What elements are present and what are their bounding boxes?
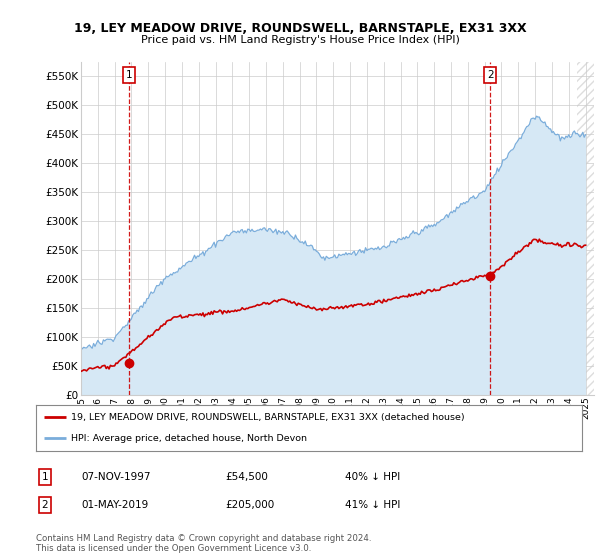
Text: 40% ↓ HPI: 40% ↓ HPI xyxy=(345,472,400,482)
Text: 1: 1 xyxy=(125,70,133,80)
Text: 19, LEY MEADOW DRIVE, ROUNDSWELL, BARNSTAPLE, EX31 3XX: 19, LEY MEADOW DRIVE, ROUNDSWELL, BARNST… xyxy=(74,22,526,35)
Text: £205,000: £205,000 xyxy=(225,500,274,510)
Text: 01-MAY-2019: 01-MAY-2019 xyxy=(81,500,148,510)
Text: 07-NOV-1997: 07-NOV-1997 xyxy=(81,472,151,482)
Text: 2: 2 xyxy=(41,500,49,510)
Text: Contains HM Land Registry data © Crown copyright and database right 2024.
This d: Contains HM Land Registry data © Crown c… xyxy=(36,534,371,553)
Text: HPI: Average price, detached house, North Devon: HPI: Average price, detached house, Nort… xyxy=(71,434,307,443)
Text: Price paid vs. HM Land Registry's House Price Index (HPI): Price paid vs. HM Land Registry's House … xyxy=(140,35,460,45)
Text: 41% ↓ HPI: 41% ↓ HPI xyxy=(345,500,400,510)
Text: 19, LEY MEADOW DRIVE, ROUNDSWELL, BARNSTAPLE, EX31 3XX (detached house): 19, LEY MEADOW DRIVE, ROUNDSWELL, BARNST… xyxy=(71,413,465,422)
Text: £54,500: £54,500 xyxy=(225,472,268,482)
Text: 2: 2 xyxy=(487,70,494,80)
Text: 1: 1 xyxy=(41,472,49,482)
